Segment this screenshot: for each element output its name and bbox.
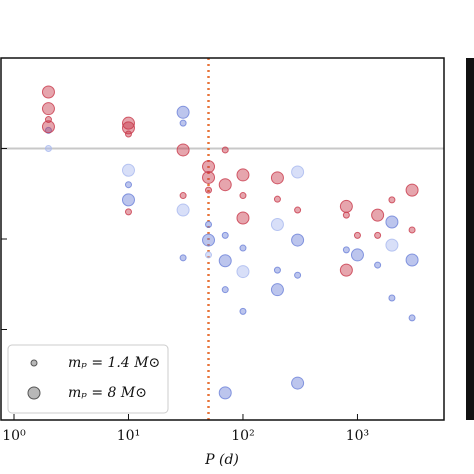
point (179, 254, 187, 262)
point (236, 265, 250, 279)
point (273, 266, 281, 274)
point (205, 251, 213, 259)
point (408, 226, 416, 234)
point (408, 314, 416, 322)
point (405, 183, 419, 197)
point (350, 248, 364, 262)
point (179, 192, 187, 200)
point (388, 294, 396, 302)
point (374, 261, 382, 269)
legend-label: mₚ = 1.4 M⊙ (68, 355, 160, 371)
x-axis-label: P (d) (204, 452, 239, 468)
point (202, 160, 216, 174)
legend-marker (30, 359, 38, 367)
point (294, 206, 302, 214)
point (179, 119, 187, 127)
point (353, 231, 361, 239)
point (205, 221, 213, 229)
legend-label: mₚ = 8 M⊙ (68, 385, 147, 401)
point (270, 218, 284, 232)
x-tick-label: 10⁰ (2, 428, 26, 444)
x-tick-label: 10² (231, 428, 254, 444)
point (339, 263, 353, 277)
point (176, 143, 190, 157)
point (239, 307, 247, 315)
colorbar-edge (466, 58, 474, 420)
point (385, 215, 399, 229)
point (205, 186, 213, 194)
x-tick-label: 10¹ (117, 428, 140, 444)
point (270, 171, 284, 185)
point (273, 195, 281, 203)
legend-marker (27, 386, 41, 400)
point (374, 231, 382, 239)
point (270, 283, 284, 297)
point (176, 105, 190, 119)
point (388, 196, 396, 204)
point (41, 102, 55, 116)
point (124, 181, 132, 189)
point (342, 246, 350, 254)
point (291, 376, 305, 390)
point (218, 386, 232, 400)
point (124, 208, 132, 216)
point (202, 233, 216, 247)
point (239, 244, 247, 252)
point (176, 203, 190, 217)
point (291, 165, 305, 179)
point (44, 145, 52, 152)
point (121, 163, 135, 177)
point (121, 116, 135, 130)
x-tick-label: 10³ (346, 428, 369, 444)
point (221, 231, 229, 239)
point (371, 208, 385, 222)
point (218, 254, 232, 268)
point (236, 168, 250, 182)
point (121, 193, 135, 207)
point (385, 238, 399, 252)
point (221, 146, 229, 154)
point (342, 211, 350, 219)
point (41, 85, 55, 99)
point (41, 120, 55, 134)
point (405, 253, 419, 267)
point (239, 192, 247, 200)
point (236, 211, 250, 225)
point (291, 233, 305, 247)
point (121, 121, 135, 135)
point (218, 178, 232, 192)
point (294, 271, 302, 279)
point (202, 170, 216, 184)
point (339, 199, 353, 213)
point (221, 286, 229, 294)
point (44, 126, 52, 134)
legend-box (7, 344, 169, 414)
